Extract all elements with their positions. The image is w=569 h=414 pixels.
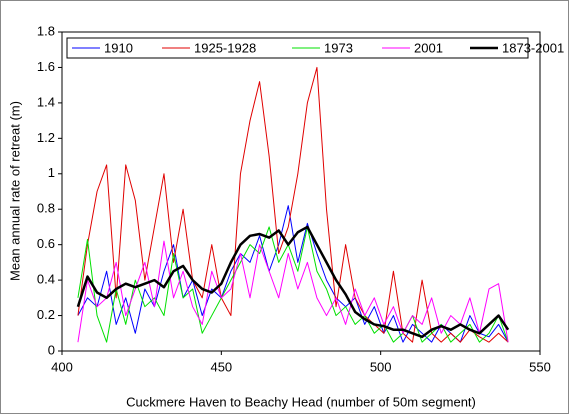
x-axis-title: Cuckmere Haven to Beachy Head (number of… xyxy=(126,394,476,409)
y-axis-title: Mean annual rate of retreat (m) xyxy=(7,101,22,281)
legend-label: 2001 xyxy=(414,40,443,55)
series-line xyxy=(77,66,509,343)
y-tick-label: 0.8 xyxy=(37,201,55,216)
series-line xyxy=(77,240,509,343)
x-tick-label: 550 xyxy=(529,359,551,374)
legend-label: 1925-1928 xyxy=(194,40,256,55)
x-tick-label: 500 xyxy=(370,359,392,374)
legend-label: 1873-2001 xyxy=(502,40,564,55)
y-tick-label: 0.4 xyxy=(37,272,55,287)
y-tick-label: 0 xyxy=(48,342,55,357)
y-tick-label: 1.8 xyxy=(37,23,55,38)
y-tick-label: 1.4 xyxy=(37,94,55,109)
y-tick-label: 0.6 xyxy=(37,236,55,251)
legend-label: 1910 xyxy=(104,40,133,55)
x-tick-label: 400 xyxy=(51,359,73,374)
y-tick-label: 1 xyxy=(48,165,55,180)
series-line xyxy=(77,205,509,343)
y-tick-label: 1.6 xyxy=(37,59,55,74)
y-tick-label: 0.2 xyxy=(37,307,55,322)
x-tick-label: 450 xyxy=(210,359,232,374)
y-tick-label: 1.2 xyxy=(37,130,55,145)
legend-label: 1973 xyxy=(324,40,353,55)
series-line xyxy=(76,225,510,339)
